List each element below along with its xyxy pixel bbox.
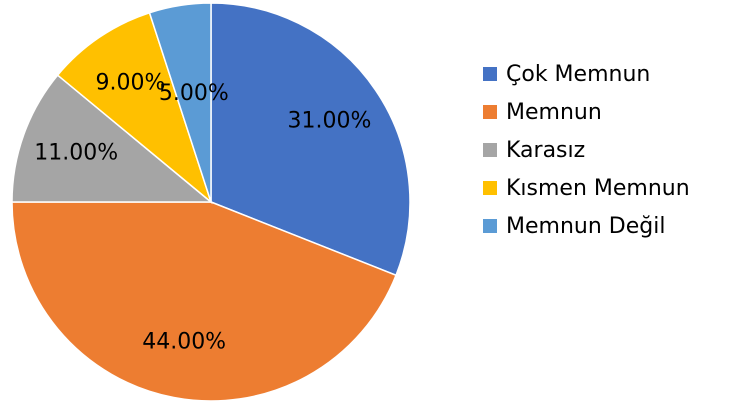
data-label: 5.00% <box>159 81 229 106</box>
legend-label: Çok Memnun <box>506 62 650 87</box>
legend-label: Karasız <box>506 138 585 163</box>
pie-slice <box>210 2 411 277</box>
pie-slice <box>11 201 398 402</box>
pie-slice <box>11 74 214 203</box>
legend-label: Memnun <box>506 100 602 125</box>
legend-swatch <box>483 181 497 195</box>
pie <box>11 2 411 402</box>
data-label: 11.00% <box>34 140 118 165</box>
legend-swatch <box>483 219 497 233</box>
legend-label: Memnun Değil <box>506 214 665 239</box>
data-labels: 31.00% 44.00% 11.00% 9.00%5.00% <box>34 70 371 354</box>
data-label: 9.00% <box>96 70 166 95</box>
legend-swatch <box>483 67 497 81</box>
data-label: 44.00% <box>142 330 226 355</box>
data-label: 31.00% <box>288 108 372 133</box>
legend-label: Kısmen Memnun <box>506 176 690 201</box>
legend: Çok Memnun Memnun Karasız Kısmen Memnun Memn… <box>483 62 690 239</box>
legend-swatch <box>483 105 497 119</box>
pie-slice <box>148 2 212 203</box>
pie-slice <box>56 11 213 205</box>
legend-swatch <box>483 143 497 157</box>
